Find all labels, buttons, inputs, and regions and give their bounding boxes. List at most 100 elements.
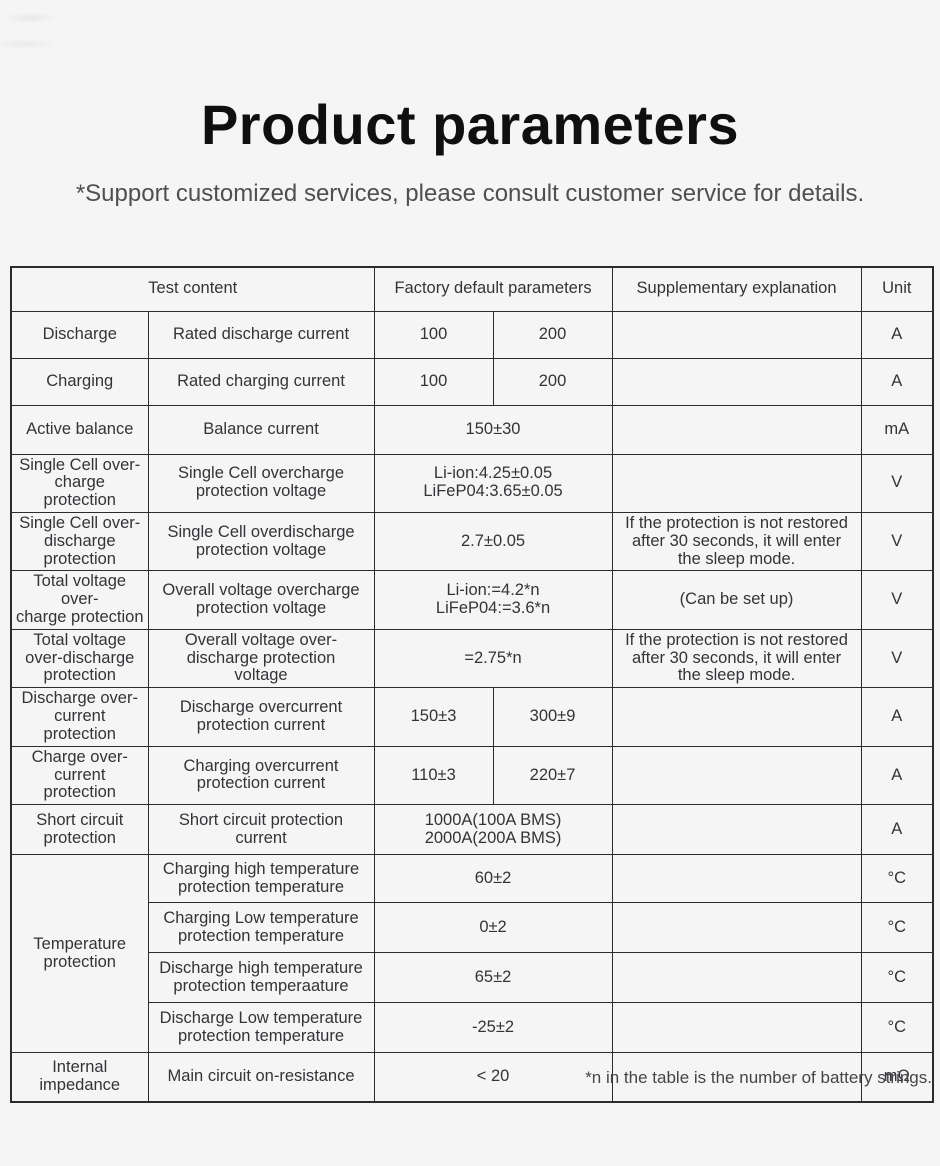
cell-param: 65±2 [373, 952, 613, 1004]
scan-artifact [0, 4, 70, 64]
header-test-content: Test content [10, 266, 375, 312]
cell-note: (Can be set up) [611, 570, 862, 630]
cell-note [611, 804, 862, 856]
cell-param-2: 200 [492, 357, 613, 406]
cell-note [611, 745, 862, 806]
cell-param-1: 100 [373, 357, 494, 406]
table-row-charge-high-temp: Temperature protection Charging high tem… [10, 854, 934, 1054]
table-header-row: Test content Factory default parameters … [10, 266, 934, 312]
cell-param-1: 100 [373, 310, 494, 359]
cell-unit: °C [860, 952, 934, 1004]
cell-param-2: 300±9 [492, 687, 613, 747]
cell-category: Single Cell over- charge protection [10, 453, 149, 513]
cell-test-item: Balance current [147, 404, 375, 455]
cell-note [611, 310, 862, 359]
header-unit: Unit [860, 266, 934, 312]
cell-test-item: Charging Low temperature protection temp… [147, 902, 375, 954]
cell-test-item: Discharge Low temperature protection tem… [147, 1002, 375, 1054]
cell-unit: A [860, 357, 934, 406]
cell-category: Charging [10, 357, 149, 406]
cell-unit: mA [860, 404, 934, 455]
cell-test-item: Charging overcurrent protection current [147, 745, 375, 806]
cell-test-item: Overall voltage overcharge protection vo… [147, 570, 375, 630]
table-row-total-overcharge: Total voltage over- charge protection Ov… [10, 570, 934, 630]
table-row-cell-overcharge: Single Cell over- charge protection Sing… [10, 453, 934, 513]
cell-category: Total voltage over-discharge protection [10, 628, 149, 689]
cell-unit: °C [860, 854, 934, 904]
cell-unit: V [860, 511, 934, 572]
page-subtitle: *Support customized services, please con… [75, 180, 865, 207]
cell-category: Short circuit protection [10, 804, 149, 856]
table-row-charging: Charging Rated charging current 100 200 … [10, 357, 934, 406]
cell-note: If the protection is not restored after … [611, 628, 862, 689]
cell-unit: mΩ [860, 1052, 934, 1103]
table-row-total-overdischarge: Total voltage over-discharge protection … [10, 628, 934, 689]
cell-unit: A [860, 310, 934, 359]
cell-note [611, 1002, 862, 1054]
cell-test-item: Single Cell overdischarge protection vol… [147, 511, 375, 572]
cell-param: Li-ion:4.25±0.05 LiFeP04:3.65±0.05 [373, 453, 613, 513]
cell-test-item: Discharge overcurrent protection current [147, 687, 375, 747]
cell-category: Total voltage over- charge protection [10, 570, 149, 630]
table-footnote: *n in the table is the number of battery… [585, 1068, 932, 1087]
page-title: Product parameters [200, 93, 740, 156]
header-supplementary: Supplementary explanation [611, 266, 862, 312]
cell-note [611, 357, 862, 406]
cell-param: 2.7±0.05 [373, 511, 613, 572]
cell-test-item: Single Cell overcharge protection voltag… [147, 453, 375, 513]
table-row-short-circuit: Short circuit protection Short circuit p… [10, 804, 934, 856]
cell-category: Single Cell over- discharge protection [10, 511, 149, 572]
table-row-cell-overdischarge: Single Cell over- discharge protection S… [10, 511, 934, 572]
cell-unit: A [860, 745, 934, 806]
table-row-discharge-low-temp: Discharge Low temperature protection tem… [11, 1002, 934, 1054]
cell-note: If the protection is not restored after … [611, 511, 862, 572]
cell-unit: A [860, 804, 934, 856]
cell-category: Active balance [10, 404, 149, 455]
cell-note [611, 453, 862, 513]
cell-unit: V [860, 453, 934, 513]
table-row-internal-impedance: Internal impedance Main circuit on-resis… [10, 1052, 934, 1103]
cell-unit: °C [860, 1002, 934, 1054]
cell-test-item: Overall voltage over- discharge protecti… [147, 628, 375, 689]
cell-param-2: 200 [492, 310, 613, 359]
cell-category: Charge over- current protection [10, 745, 149, 806]
cell-test-item: Rated discharge current [147, 310, 375, 359]
cell-param: < 20 [373, 1052, 613, 1103]
cell-unit: V [860, 628, 934, 689]
cell-test-item: Charging high temperature protection tem… [147, 854, 375, 904]
cell-param: 1000A(100A BMS) 2000A(200A BMS) [373, 804, 613, 856]
cell-unit: V [860, 570, 934, 630]
cell-category-temperature: Temperature protection [10, 854, 149, 1054]
table-row-discharge-high-temp: Discharge high temperature protection te… [11, 952, 934, 1004]
cell-param: 150±30 [373, 404, 613, 455]
cell-param: 0±2 [373, 902, 613, 954]
cell-category: Discharge [10, 310, 149, 359]
cell-category: Internal impedance [10, 1052, 149, 1103]
cell-unit: °C [860, 902, 934, 954]
cell-note [611, 1052, 862, 1103]
cell-param-1: 150±3 [373, 687, 494, 747]
cell-category: Discharge over- current protection [10, 687, 149, 747]
table-row-charge-low-temp: Charging Low temperature protection temp… [11, 902, 934, 954]
table-row-active-balance: Active balance Balance current 150±30 mA [10, 404, 934, 455]
cell-note [611, 854, 862, 904]
cell-param: =2.75*n [373, 628, 613, 689]
cell-param: 60±2 [373, 854, 613, 904]
cell-note [611, 952, 862, 1004]
cell-note [611, 902, 862, 954]
cell-note [611, 404, 862, 455]
cell-param-1: 110±3 [373, 745, 494, 806]
parameters-table: Test content Factory default parameters … [10, 266, 935, 1103]
table-row-discharge-overcurrent: Discharge over- current protection Disch… [10, 687, 934, 747]
cell-param: Li-ion:=4.2*n LiFeP04:=3.6*n [373, 570, 613, 630]
cell-test-item: Discharge high temperature protection te… [147, 952, 375, 1004]
cell-test-item: Main circuit on-resistance [147, 1052, 375, 1103]
cell-test-item: Short circuit protection current [147, 804, 375, 856]
table-row-charge-overcurrent: Charge over- current protection Charging… [10, 745, 934, 806]
cell-test-item: Rated charging current [147, 357, 375, 406]
cell-param-2: 220±7 [492, 745, 613, 806]
cell-param: -25±2 [373, 1002, 613, 1054]
header-factory-default: Factory default parameters [373, 266, 613, 312]
table-row-discharge: Discharge Rated discharge current 100 20… [10, 310, 934, 359]
cell-note [611, 687, 862, 747]
